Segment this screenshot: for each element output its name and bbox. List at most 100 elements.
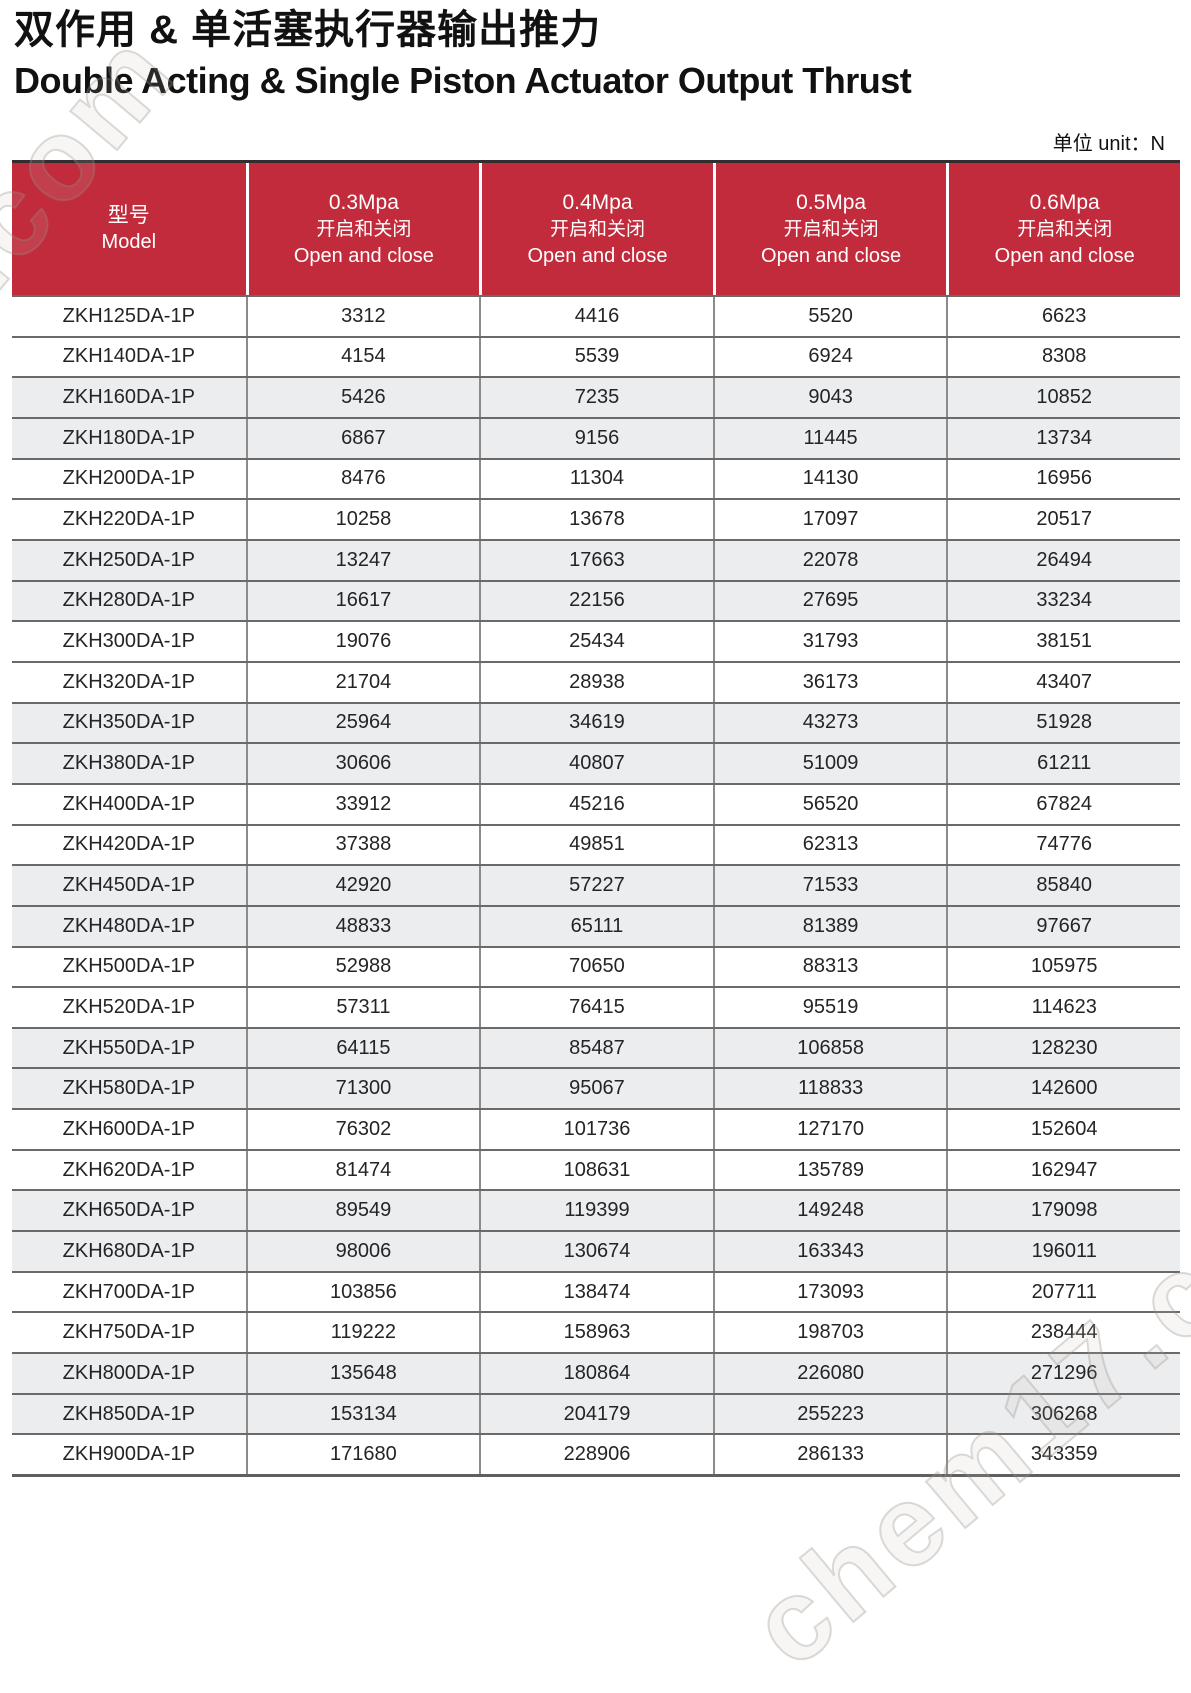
model-cell: ZKH140DA-1P [62,345,195,368]
value-cell: 26494 [946,540,1180,580]
value-cell: 33234 [946,581,1180,621]
value-cell: 286133 [712,1435,947,1475]
model-cell: ZKH550DA-1P [62,1036,195,1059]
value-cell: 138474 [479,1272,713,1312]
pressure-subtitle-cn: 开启和关闭 [316,218,412,240]
value-cell: 158963 [479,1313,713,1353]
pressure-label: 0.3Mpa [328,190,399,214]
value-cell: 40807 [479,744,713,783]
value-cell: 81389 [712,906,947,946]
model-cell: ZKH125DA-1P [62,304,195,327]
value-cell: 22078 [712,540,947,580]
value-cell: 65111 [479,906,713,946]
model-cell: ZKH450DA-1P [62,874,195,897]
page-title-english: Double Acting & Single Piston Actuator O… [14,60,912,101]
value-cell: 114623 [946,988,1180,1027]
pressure-subtitle-cn: 开启和关闭 [783,218,879,240]
value-cell: 179098 [946,1191,1180,1231]
value-cell: 43407 [946,662,1180,702]
value-cell: 173093 [712,1272,947,1312]
value-cell: 162947 [946,1150,1180,1190]
value-cell: 21704 [245,662,480,702]
value-cell: 271296 [946,1354,1180,1393]
value-cell: 52988 [245,947,480,987]
value-cell: 5426 [245,378,480,417]
model-cell: ZKH520DA-1P [62,995,195,1018]
table-row: ZKH480DA-1P 48833 65111 81389 97667 [12,904,1180,946]
model-cell: ZKH620DA-1P [62,1158,195,1181]
value-cell: 33912 [245,784,480,824]
table-row: ZKH600DA-1P 76302 101736 127170 152604 [12,1108,1180,1149]
value-cell: 61211 [946,744,1180,783]
model-cell: ZKH220DA-1P [62,508,195,531]
table-row: ZKH500DA-1P 52988 70650 88313 105975 [12,945,1180,987]
table-row: ZKH140DA-1P 4154 5539 6924 8308 [12,335,1180,377]
value-cell: 119399 [479,1191,713,1231]
value-cell: 51928 [946,703,1180,743]
model-header-cell: 型号 Model [12,163,246,295]
model-cell: ZKH300DA-1P [62,630,195,653]
value-cell: 135789 [712,1150,947,1190]
value-cell: 11445 [712,418,947,458]
table-row: ZKH580DA-1P 71300 95067 118833 142600 [12,1067,1180,1109]
pressure-subtitle-en: Open and close [761,244,902,267]
value-cell: 10852 [946,378,1180,417]
value-cell: 13734 [946,418,1180,458]
value-cell: 25964 [245,703,480,743]
value-cell: 152604 [946,1110,1180,1149]
value-cell: 62313 [712,825,947,865]
value-cell: 36173 [712,662,947,702]
table-row: ZKH450DA-1P 42920 57227 71533 85840 [12,864,1180,905]
value-cell: 196011 [946,1232,1180,1271]
value-cell: 6867 [245,418,480,458]
model-cell: ZKH160DA-1P [62,386,195,409]
value-cell: 57311 [245,988,480,1027]
table-row: ZKH620DA-1P 81474 108631 135789 162947 [12,1148,1180,1190]
value-cell: 76415 [479,988,713,1027]
table-row: ZKH420DA-1P 37388 49851 62313 74776 [12,823,1180,865]
value-cell: 11304 [479,459,713,499]
table-row: ZKH160DA-1P 5426 7235 9043 10852 [12,376,1180,417]
value-cell: 106858 [712,1028,947,1068]
table-row: ZKH250DA-1P 13247 17663 22078 26494 [12,538,1180,580]
pressure-subtitle-cn: 开启和关闭 [549,218,645,240]
value-cell: 76302 [245,1110,480,1149]
table-row: ZKH200DA-1P 8476 11304 14130 16956 [12,457,1180,499]
value-cell: 103856 [245,1272,480,1312]
value-cell: 127170 [712,1110,947,1149]
value-cell: 238444 [946,1313,1180,1353]
model-cell: ZKH650DA-1P [62,1199,195,1222]
pressure-header-cell-04mpa: 0.4Mpa 开启和关闭 Open and close [479,163,713,295]
pressure-subtitle-en: Open and close [994,244,1135,267]
table-row: ZKH700DA-1P 103856 138474 173093 207711 [12,1270,1180,1312]
value-cell: 8476 [245,459,480,499]
model-cell: ZKH420DA-1P [62,833,195,856]
model-cell: ZKH850DA-1P [62,1402,195,1425]
value-cell: 171680 [245,1435,480,1475]
model-cell: ZKH680DA-1P [62,1239,195,1262]
model-cell: ZKH800DA-1P [62,1361,195,1384]
table-row: ZKH350DA-1P 25964 34619 43273 51928 [12,701,1180,743]
table-header: 型号 Model 0.3Mpa 开启和关闭 Open and close 0.4… [12,163,1180,295]
model-cell: ZKH400DA-1P [62,792,195,815]
value-cell: 6623 [946,297,1180,336]
model-cell: ZKH900DA-1P [62,1443,195,1466]
value-cell: 10258 [245,500,480,539]
value-cell: 153134 [245,1394,480,1434]
value-cell: 31793 [712,622,947,661]
pressure-header-cell-03mpa: 0.3Mpa 开启和关闭 Open and close [245,163,480,295]
unit-note: 单位 unit：N [1052,133,1165,155]
value-cell: 207711 [946,1272,1180,1312]
value-cell: 7235 [479,378,713,417]
value-cell: 105975 [946,947,1180,987]
value-cell: 56520 [712,784,947,824]
table-row: ZKH900DA-1P 171680 228906 286133 343359 [12,1433,1180,1475]
value-cell: 204179 [479,1394,713,1434]
value-cell: 81474 [245,1150,480,1190]
value-cell: 3312 [245,297,480,336]
value-cell: 9043 [712,378,947,417]
value-cell: 180864 [479,1354,713,1393]
value-cell: 228906 [479,1435,713,1475]
value-cell: 119222 [245,1313,480,1353]
value-cell: 37388 [245,825,480,865]
